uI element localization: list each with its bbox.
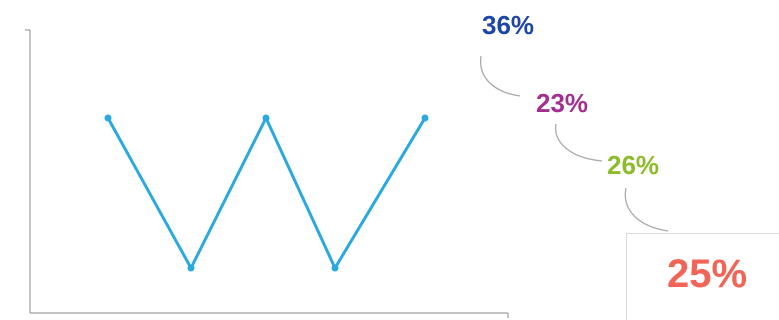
data-point-4 <box>331 264 339 272</box>
percent-label-4: 25% <box>667 252 748 296</box>
data-point-3 <box>262 114 270 122</box>
series-line-group <box>104 114 429 272</box>
percent-label-3: 26% <box>607 150 660 180</box>
connector-curve-2 <box>555 123 603 162</box>
percent-label-1: 36% <box>482 10 535 40</box>
percent-label-2: 23% <box>536 88 589 118</box>
data-point-2 <box>187 264 195 272</box>
connector-curve-1 <box>479 55 521 97</box>
connector-curve-3 <box>624 187 669 232</box>
highlight-box: 25% <box>626 233 779 320</box>
series-line <box>106 116 427 270</box>
data-point-5 <box>421 114 429 122</box>
data-point-1 <box>104 114 112 122</box>
